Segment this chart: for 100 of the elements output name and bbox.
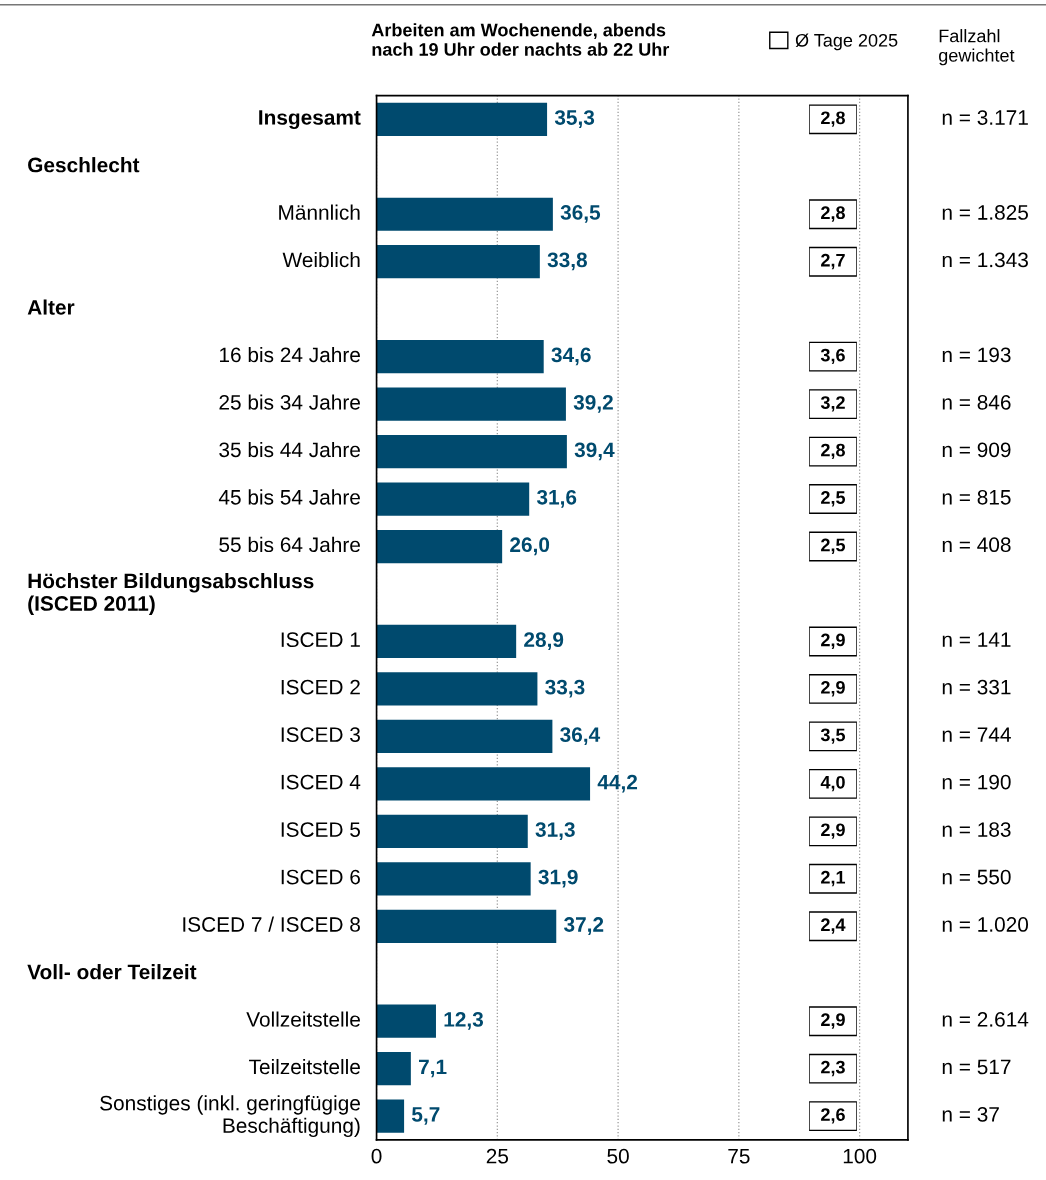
y2-tick-label: n = 744 [942, 727, 1011, 742]
bar [376, 624, 517, 659]
y-tick-label: ISCED 3 [281, 727, 360, 742]
bar [376, 482, 530, 516]
data-label: 3,6 [820, 348, 845, 365]
data-label: 35,3 [554, 110, 595, 128]
y-tick-label: ISCED 7 / ISCED 8 [183, 916, 360, 932]
y2-tick-label: n = 37 [942, 1106, 999, 1122]
text: Voll- oder Teilzeit [27, 964, 197, 980]
y2-tick-label: n = 846 [942, 394, 1011, 410]
y-tick-label: ISCED 6 [281, 869, 360, 885]
bar [376, 814, 528, 848]
data-label: 2,1 [821, 870, 846, 887]
data-label: 26,0 [510, 537, 550, 556]
data-label: 12,3 [444, 1012, 484, 1030]
data-label: 2,9 [821, 680, 845, 697]
bar [376, 862, 531, 896]
data-label: 2,8 [821, 206, 845, 222]
y2-tick-label: n = 517 [942, 1059, 1011, 1075]
x-tick-label: 100 [843, 1148, 877, 1164]
data-label: 28,9 [524, 632, 564, 651]
bar [376, 340, 544, 374]
data-label: 31,6 [536, 489, 577, 508]
data-label: 39,2 [573, 394, 613, 413]
data-label: 2,9 [821, 823, 845, 839]
data-label: 36,4 [560, 727, 601, 746]
data-label: 2,3 [821, 1060, 845, 1077]
data-label: 31,9 [538, 869, 578, 888]
y-tick-label: Sonstiges (inkl. geringfügige Beschäftigung) [100, 1095, 360, 1138]
y2-tick-label: n = 550 [942, 869, 1011, 885]
y2-tick-label: n = 183 [942, 822, 1011, 837]
y2-tick-label: n = 909 [942, 442, 1011, 458]
data-label: 2,5 [821, 538, 846, 554]
y2-axis-title: Fallzahl gewichtet [939, 29, 1015, 66]
data-label: 5,7 [411, 1107, 440, 1125]
data-label: 2,9 [821, 1013, 845, 1029]
data-label: 2,8 [821, 443, 845, 460]
text: Höchster Bildungsabschluss (ISCED 2011) [28, 573, 314, 615]
data-label: 7,1 [419, 1059, 447, 1078]
bar [376, 102, 548, 136]
y-tick-label: ISCED 1 [281, 632, 360, 648]
y-tick-label: 55 bis 64 Jahre [219, 536, 360, 553]
y-tick-label: Insgesamt [259, 110, 361, 130]
y2-tick-label: n = 2.614 [942, 1012, 1029, 1027]
bar [376, 1052, 411, 1086]
bar [376, 909, 557, 943]
data-label: 36,5 [560, 205, 601, 223]
chart-title: Arbeiten am Wochenende, abends nach 19 Uhr oder nachts ab 22 Uhr [371, 23, 670, 56]
y2-tick-label: n = 190 [942, 774, 1011, 790]
y-tick-label: ISCED 4 [281, 774, 361, 790]
y2-tick-label: n = 1.825 [942, 205, 1028, 220]
data-label: 33,3 [545, 679, 585, 698]
bar [376, 672, 538, 706]
data-label: 34,6 [551, 347, 591, 366]
bar [376, 434, 567, 469]
data-label: 33,8 [547, 252, 587, 271]
data-label: 2,8 [821, 111, 845, 127]
y-tick-label: Vollzeitstelle [246, 1011, 360, 1027]
y2-tick-label: n = 408 [942, 537, 1011, 553]
y-tick-label: ISCED 2 [281, 679, 360, 695]
y-tick-label: 45 bis 54 Jahre [218, 489, 360, 505]
data-label: 2,5 [821, 491, 846, 507]
y2-tick-label: n = 3.171 [942, 110, 1028, 125]
bar [376, 529, 503, 564]
data-label: 3,5 [820, 728, 846, 744]
y2-tick-label: n = 815 [942, 489, 1011, 505]
y2-tick-label: n = 1.343 [942, 252, 1028, 268]
bar [376, 387, 566, 421]
bar [376, 1004, 436, 1038]
bar [376, 245, 540, 279]
bar [376, 197, 553, 231]
text: Alter [27, 299, 75, 315]
y-tick-label: Teilzeitstelle [249, 1058, 360, 1075]
y-tick-label: 16 bis 24 Jahre [220, 346, 360, 363]
x-tick-label: 75 [728, 1148, 750, 1164]
data-label: 2,4 [821, 918, 846, 934]
data-label: 4,0 [820, 775, 845, 792]
x-tick-label: 0 [371, 1148, 382, 1164]
y2-tick-label: n = 141 [942, 632, 1011, 647]
data-label: 44,2 [597, 774, 638, 793]
text: Geschlecht [28, 157, 140, 173]
y-tick-label: Männlich [279, 204, 360, 220]
y-tick-label: 35 bis 44 Jahre [219, 441, 360, 458]
data-label: 2,7 [821, 253, 845, 270]
bar [376, 1099, 405, 1133]
y-tick-label: Weiblich [282, 252, 360, 268]
y-tick-label: 25 bis 34 Jahre [219, 394, 360, 410]
data-label: 31,3 [535, 822, 575, 840]
x-tick-label: 50 [607, 1148, 629, 1164]
y2-tick-label: n = 1.020 [942, 917, 1029, 932]
data-label: 37,2 [563, 917, 604, 935]
legend-label: Ø Tage 2025 [795, 33, 898, 51]
y-tick-label: ISCED 5 [281, 822, 360, 837]
data-label: 39,4 [574, 442, 615, 461]
bar [376, 719, 553, 754]
bar [376, 767, 591, 801]
data-label: 2,6 [821, 1108, 845, 1124]
data-label: 2,9 [821, 633, 845, 649]
data-label: 3,2 [820, 396, 845, 412]
y2-tick-label: n = 331 [942, 679, 1011, 695]
